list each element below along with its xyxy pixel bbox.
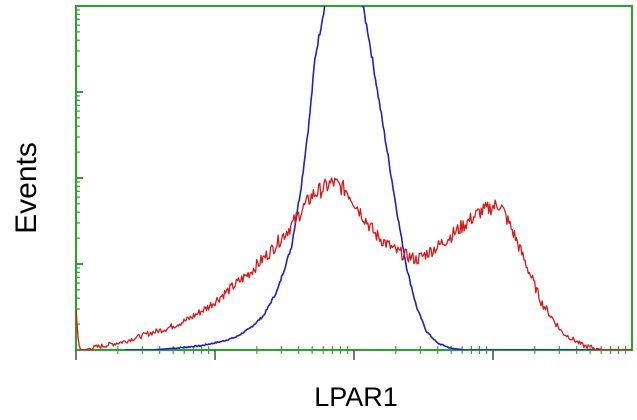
plot-frame (74, 4, 634, 352)
plot-area (74, 4, 634, 360)
x-axis-label: LPAR1 (314, 382, 398, 412)
series-layer (76, 6, 632, 350)
y-axis-ticks (76, 9, 83, 351)
blue-control-series-line (124, 6, 632, 350)
red-sample-series-line (76, 177, 632, 350)
x-axis-ticks (75, 346, 627, 360)
y-axis-label: Events (10, 142, 43, 234)
